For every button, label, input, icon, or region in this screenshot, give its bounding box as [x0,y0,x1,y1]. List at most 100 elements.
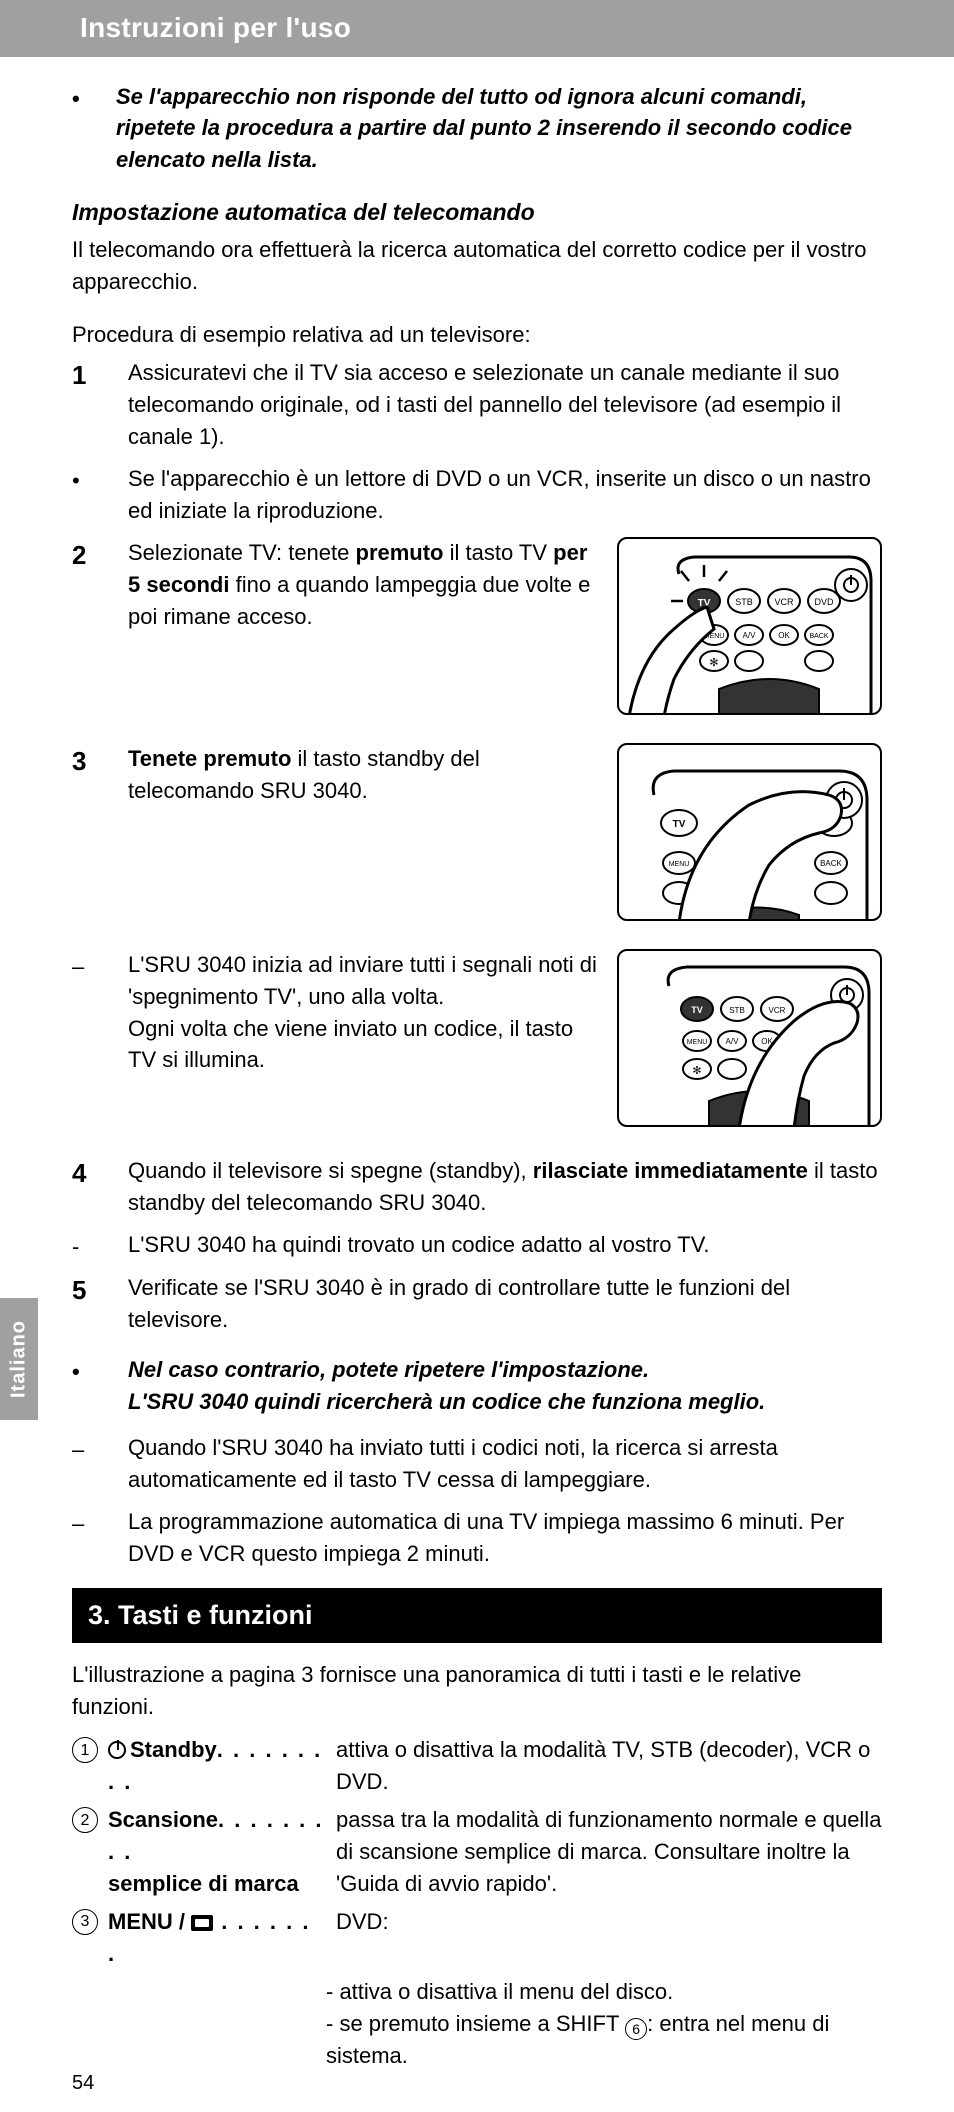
svg-text:DVD: DVD [814,597,834,607]
note-b: – La programmazione automatica di una TV… [72,1506,882,1570]
t: Tenete premuto [128,746,291,771]
t: premuto [356,540,444,565]
svg-text:BACK: BACK [820,859,842,868]
t: rilasciate immediatamente [533,1158,808,1183]
note-a-text: Quando l'SRU 3040 ha inviato tutti i cod… [128,1432,882,1496]
svg-text:STB: STB [729,1006,745,1015]
top-warning-bullet: • Se l'apparecchio non risponde del tutt… [72,81,882,177]
func-2: 2 Scansione. . . . . . . . . semplice di… [72,1804,882,1900]
step-2-text-col: 2 Selezionate TV: tenete premuto il tast… [72,537,597,633]
step-3-note: – L'SRU 3040 inizia ad inviare tutti i s… [72,949,597,1077]
dash-mark: - [72,1229,108,1263]
step-2-text: Selezionate TV: tenete premuto il tasto … [128,537,597,633]
remote-illustration-2: TV MENU BACK [617,743,882,921]
func-3: 3 MENU / . . . . . . . DVD: [72,1906,882,1970]
t: semplice di marca [108,1871,299,1896]
remote-illustration-3: TV STB VCR MENU A/V OK ✻ [617,949,882,1127]
step-number: 3 [72,743,108,781]
step-3-note-illustration: TV STB VCR MENU A/V OK ✻ [617,949,882,1127]
step-number: 4 [72,1155,108,1193]
step-4-text: Quando il televisore si spegne (standby)… [128,1155,882,1219]
step-number: 1 [72,357,108,395]
step-5-note: • Nel caso contrario, potete ripetere l'… [72,1354,882,1418]
section-3-title: 3. Tasti e funzioni [88,1600,313,1630]
step-2: 2 Selezionate TV: tenete premuto il tast… [72,537,597,633]
manual-page: Instruzioni per l'uso Italiano • Se l'ap… [0,0,954,2112]
svg-text:VCR: VCR [769,1006,786,1015]
svg-text:A/V: A/V [726,1037,740,1046]
step-5: 5 Verificate se l'SRU 3040 è in grado di… [72,1272,882,1336]
step-3-note-text: L'SRU 3040 inizia ad inviare tutti i seg… [128,949,597,1077]
procedure-intro: Procedura di esempio relativa ad un tele… [72,319,882,351]
func-3-label: MENU / . . . . . . . [108,1906,326,1970]
bullet-dot: • [72,81,92,177]
t: Nel caso contrario, potete ripetere l'im… [128,1354,882,1386]
step-number: 5 [72,1272,108,1310]
step-1-text: Assicuratevi che il TV sia acceso e sele… [128,357,882,453]
func-2-desc: passa tra la modalità di funzionamento n… [336,1804,882,1900]
step-1: 1 Assicuratevi che il TV sia acceso e se… [72,357,882,453]
step-4-sub: - L'SRU 3040 ha quindi trovato un codice… [72,1229,882,1263]
func-3-desc: DVD: [336,1906,882,1938]
t: MENU / [108,1909,191,1934]
page-content: • Se l'apparecchio non risponde del tutt… [0,57,954,2072]
step-3: 3 Tenete premuto il tasto standby del te… [72,743,597,807]
bullet-dot: • [72,1354,108,1388]
remote-illustration-1: TV STB VCR DVD MENU A/V OK BACK ✻ [617,537,882,715]
screen-icon [191,1915,213,1931]
language-side-tab: Italiano [0,1298,38,1420]
svg-text:OK: OK [778,631,790,640]
t: Ogni volta che viene inviato un codice, … [128,1013,597,1077]
step-1-sub-text: Se l'apparecchio è un lettore di DVD o u… [128,463,882,527]
page-header-bar: Instruzioni per l'uso [0,0,954,57]
t: Scansione [108,1807,218,1832]
func-2-label: Scansione. . . . . . . . . semplice di m… [108,1804,326,1900]
svg-text:✻: ✻ [692,1065,701,1077]
step-3-note-row: – L'SRU 3040 inizia ad inviare tutti i s… [72,949,882,1127]
page-header-title: Instruzioni per l'uso [80,12,351,43]
circled-3: 3 [72,1909,98,1935]
remote-svg-3: TV STB VCR MENU A/V OK ✻ [619,951,882,1127]
dash-mark: – [72,1432,108,1466]
t: Standby [130,1737,217,1762]
func-1-label: Standby. . . . . . . . . [108,1734,326,1798]
svg-text:TV: TV [673,819,686,830]
note-a: – Quando l'SRU 3040 ha inviato tutti i c… [72,1432,882,1496]
t: il tasto TV [444,540,554,565]
step-5-note-text: Nel caso contrario, potete ripetere l'im… [128,1354,882,1418]
step-3-illustration: TV MENU BACK [617,743,882,921]
circled-6: 6 [625,2018,647,2040]
step-3-note-text-col: – L'SRU 3040 inizia ad inviare tutti i s… [72,949,597,1077]
auto-setup-intro: Il telecomando ora effettuerà la ricerca… [72,234,882,298]
step-3-text: Tenete premuto il tasto standby del tele… [128,743,597,807]
svg-text:✻: ✻ [709,657,718,669]
dash-mark: – [72,949,108,983]
svg-text:VCR: VCR [774,597,794,607]
step-4: 4 Quando il televisore si spegne (standb… [72,1155,882,1219]
t: L'SRU 3040 quindi ricercherà un codice c… [128,1386,882,1418]
step-2-illustration: TV STB VCR DVD MENU A/V OK BACK ✻ [617,537,882,715]
func-1: 1 Standby. . . . . . . . . attiva o disa… [72,1734,882,1798]
step-3-row: 3 Tenete premuto il tasto standby del te… [72,743,882,921]
step-number: 2 [72,537,108,575]
func-3-sub1: - attiva o disattiva il menu del disco. [326,1976,882,2008]
remote-svg-1: TV STB VCR DVD MENU A/V OK BACK ✻ [619,539,882,715]
power-icon [108,1741,126,1759]
t: L'SRU 3040 inizia ad inviare tutti i seg… [128,949,597,1013]
step-4-sub-text: L'SRU 3040 ha quindi trovato un codice a… [128,1229,882,1261]
t: Quando il televisore si spegne (standby)… [128,1158,533,1183]
svg-text:TV: TV [691,1005,703,1015]
section-3-heading: 3. Tasti e funzioni [72,1588,882,1643]
section-3-intro: L'illustrazione a pagina 3 fornisce una … [72,1659,882,1723]
svg-text:MENU: MENU [687,1039,708,1046]
page-number: 54 [72,2069,94,2098]
t: - se premuto insieme a SHIFT [326,2011,625,2036]
step-5-text: Verificate se l'SRU 3040 è in grado di c… [128,1272,882,1336]
svg-text:MENU: MENU [669,861,690,868]
circled-2: 2 [72,1807,98,1833]
func-3-sub2: - se premuto insieme a SHIFT 6: entra ne… [326,2008,882,2072]
step-2-row: 2 Selezionate TV: tenete premuto il tast… [72,537,882,715]
top-warning-text: Se l'apparecchio non risponde del tutto … [116,81,882,177]
language-side-tab-label: Italiano [5,1320,34,1398]
dash-mark: – [72,1506,108,1540]
